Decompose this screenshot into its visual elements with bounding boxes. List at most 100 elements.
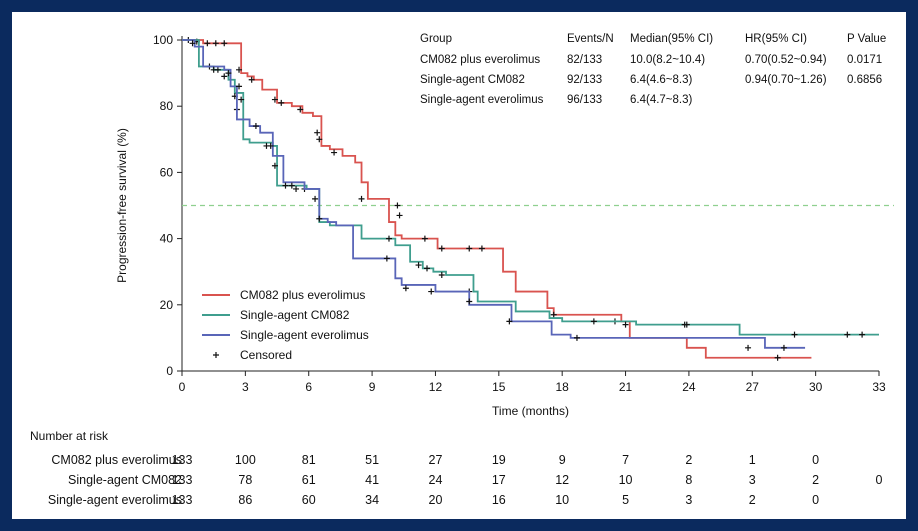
censor-mark (844, 331, 851, 338)
stats-cell: 92/133 (567, 74, 602, 86)
censor-mark (622, 321, 629, 328)
x-tick-label: 6 (305, 380, 312, 394)
censor-mark (774, 354, 781, 361)
risk-count: 10 (619, 473, 633, 487)
censor-mark (421, 235, 428, 242)
censor-mark (252, 123, 259, 130)
censor-mark (383, 255, 390, 262)
x-axis-label: Time (months) (492, 404, 569, 418)
risk-table-title: Number at risk (30, 429, 109, 443)
x-tick-label: 33 (872, 380, 886, 394)
censor-mark (358, 195, 365, 202)
x-tick-label: 30 (809, 380, 823, 394)
censor-mark (331, 149, 338, 156)
risk-count: 2 (749, 493, 756, 507)
slide-card: 0 3 6 9 12 15 18 21 24 27 30 33 0 20 40 60 80 100 Time (mo… (12, 12, 906, 519)
censor-mark (466, 245, 473, 252)
x-tick-label: 0 (179, 380, 186, 394)
risk-count: 8 (685, 473, 692, 487)
censor-mark (204, 40, 211, 47)
censor-mark (282, 182, 289, 189)
stats-header: Events/N (567, 33, 614, 45)
stats-header: P Value (847, 33, 886, 45)
risk-count: 78 (238, 473, 252, 487)
risk-count: 9 (559, 453, 566, 467)
censor-mark (293, 185, 300, 192)
stats-header: HR(95% CI) (745, 33, 807, 45)
legend-label: CM082 plus everolimus (240, 288, 365, 302)
censor-mark (478, 245, 485, 252)
y-tick-label: 60 (160, 165, 174, 179)
censor-mark (780, 344, 787, 351)
y-axis-label: Progression-free survival (%) (115, 128, 129, 283)
risk-count: 20 (429, 493, 443, 507)
risk-count: 2 (812, 473, 819, 487)
censor-mark (297, 106, 304, 113)
censor-mark (745, 344, 752, 351)
y-tick-label: 0 (166, 364, 173, 378)
risk-count: 17 (492, 473, 506, 487)
x-tick-label: 3 (242, 380, 249, 394)
risk-count: 34 (365, 493, 379, 507)
risk-row-label: Single-agent CM082 (68, 473, 182, 487)
stats-header: Group (420, 33, 452, 45)
censor-mark (550, 311, 557, 318)
x-tick-label: 24 (682, 380, 696, 394)
x-tick-label: 18 (556, 380, 570, 394)
stats-cell: CM082 plus everolimus (420, 54, 540, 66)
risk-count: 100 (235, 453, 256, 467)
y-tick-label: 20 (160, 298, 174, 312)
risk-count: 7 (622, 453, 629, 467)
risk-count: 60 (302, 493, 316, 507)
risk-count: 81 (302, 453, 316, 467)
stats-cell: Single-agent everolimus (420, 94, 544, 106)
legend-label: Single-agent everolimus (240, 328, 369, 342)
y-tick-label: 40 (160, 232, 174, 246)
km-curve-1 (182, 39, 812, 359)
censor-mark (573, 334, 580, 341)
censor-mark (221, 73, 228, 80)
risk-count: 133 (172, 453, 193, 467)
censor-mark (438, 245, 445, 252)
legend-label: Censored (240, 348, 292, 362)
risk-count: 0 (812, 453, 819, 467)
legend-censor-mark (213, 352, 219, 358)
stats-cell: 0.6856 (847, 74, 882, 86)
risk-count: 51 (365, 453, 379, 467)
censor-mark (859, 331, 866, 338)
risk-count: 19 (492, 453, 506, 467)
censor-mark (210, 66, 217, 73)
stats-header: Median(95% CI) (630, 33, 713, 45)
censor-mark (212, 40, 219, 47)
censor-mark (316, 215, 323, 222)
risk-count: 1 (749, 453, 756, 467)
stats-cell: 0.70(0.52~0.94) (745, 54, 827, 66)
risk-count: 0 (876, 473, 883, 487)
censor-mark (236, 83, 243, 90)
censor-mark (288, 182, 295, 189)
censor-mark (385, 235, 392, 242)
risk-count: 2 (685, 453, 692, 467)
risk-count: 16 (492, 493, 506, 507)
risk-count: 24 (429, 473, 443, 487)
censor-mark (238, 96, 245, 103)
y-tick-label: 80 (160, 99, 174, 113)
risk-count: 0 (812, 493, 819, 507)
censor-mark (316, 136, 323, 143)
stats-cell: 0.0171 (847, 54, 882, 66)
stats-cell: 82/133 (567, 54, 602, 66)
km-curve-3 (182, 39, 806, 349)
y-tick-label: 100 (153, 33, 173, 47)
censor-mark (506, 318, 513, 325)
censor-mark (394, 202, 401, 209)
censor-mark (312, 195, 319, 202)
censor-mark (683, 321, 690, 328)
stats-cell: 0.94(0.70~1.26) (745, 74, 827, 86)
risk-count: 61 (302, 473, 316, 487)
censor-mark (271, 162, 278, 169)
risk-row-label: CM082 plus everolimus (51, 453, 182, 467)
risk-count: 41 (365, 473, 379, 487)
x-tick-label: 12 (429, 380, 443, 394)
censor-mark (236, 66, 243, 73)
risk-count: 3 (749, 473, 756, 487)
